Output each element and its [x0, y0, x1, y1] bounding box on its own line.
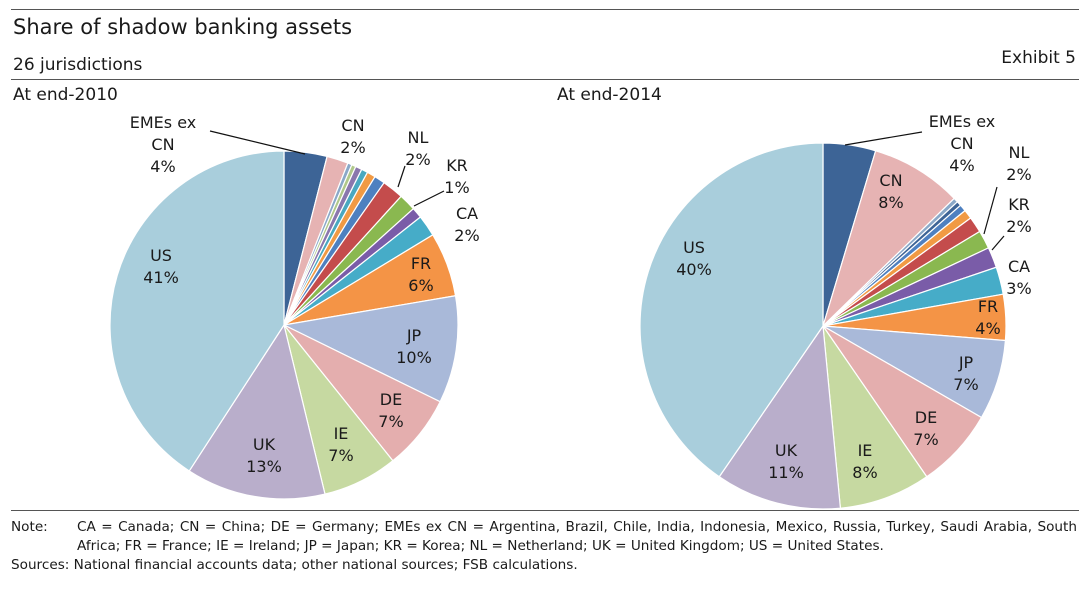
slice-label-kr: KR 1%: [444, 156, 469, 197]
pie-slice-jp: [282, 295, 459, 403]
exhibit-label: Exhibit 5: [1001, 48, 1076, 68]
slice-label-us: US 40%: [676, 238, 712, 279]
slice-label-fr: FR 6%: [408, 254, 433, 295]
sources-text: Sources: National financial accounts dat…: [11, 557, 578, 573]
slice-label-us: US 41%: [143, 246, 179, 287]
slice-label-cn: CN 2%: [340, 116, 365, 157]
slice-label-kr: KR 2%: [1006, 195, 1031, 236]
chart-subtitle: 26 jurisdictions: [13, 55, 143, 75]
pie-slice-cn: [821, 149, 956, 329]
slice-label-jp: JP 7%: [953, 353, 978, 394]
pie-2014: EMEs ex CN 4% CN 8% NL 2% KR 2% CA 3%FR 4% JP 7% DE 7% I…: [639, 112, 1032, 510]
note-label: Note:: [11, 519, 48, 535]
slice-label-cn: CN 8%: [878, 171, 903, 212]
slice-label-jp: JP 10%: [396, 326, 432, 367]
notes: Note: CA = Canada; CN = China; DE = Germ…: [11, 518, 1077, 575]
note-text: CA = Canada; CN = China; DE = Germany; E…: [77, 519, 1077, 554]
slice-label-uk: UK 11%: [768, 441, 804, 482]
slice-label-emes: EMEs ex CN 4%: [130, 113, 196, 176]
slice-label-de: DE 7%: [913, 408, 938, 449]
chart-title: Share of shadow banking assets: [13, 15, 353, 39]
pie-slice-us: [109, 150, 285, 472]
top-rule: [11, 9, 1079, 10]
pie-slice-us: [639, 142, 824, 478]
slice-label-ie: IE 7%: [328, 424, 353, 465]
panel-title-2014: At end-2014: [557, 85, 662, 105]
slice-label-de: DE 7%: [378, 390, 403, 431]
leader-line-kr: [991, 235, 1005, 251]
notes-rule: [11, 510, 1079, 511]
slice-label-uk: UK 13%: [246, 435, 282, 476]
header-rule: [11, 79, 1079, 80]
pie-slice-uk: [718, 324, 842, 510]
slice-label-ca: CA 3%: [1006, 257, 1031, 298]
pie-slice-ie: [822, 323, 928, 509]
leader-line-emes: [209, 130, 306, 155]
leader-line-nl: [397, 165, 406, 188]
slice-label-nl: NL 2%: [405, 128, 430, 169]
panel-title-2010: At end-2010: [13, 85, 118, 105]
slice-label-ie: IE 8%: [852, 441, 877, 482]
slice-label-emes: EMEs ex CN 4%: [929, 112, 995, 175]
pie-slice-uk: [188, 323, 326, 500]
leader-line-kr: [413, 190, 445, 207]
slice-label-nl: NL 2%: [1006, 143, 1031, 184]
leader-line-nl: [983, 186, 998, 235]
slice-label-ca: CA 2%: [454, 204, 479, 245]
pie-2010: EMEs ex CN 4% CN 2% NL 2% KR 1% CA 2% FR 6% JP 10% DE 7%…: [109, 113, 480, 500]
slice-label-fr: FR 4%: [975, 297, 1000, 338]
leader-line-emes: [844, 131, 923, 146]
